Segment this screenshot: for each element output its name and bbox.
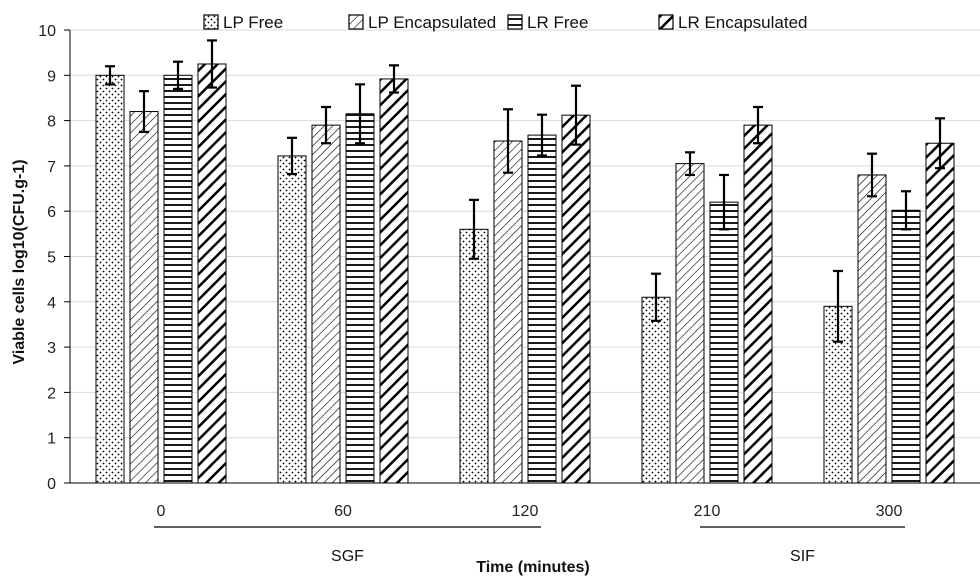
y-tick-label: 2 <box>47 385 56 402</box>
bar-lp-encapsulated <box>311 124 341 484</box>
y-tick-label: 10 <box>38 23 56 40</box>
y-tick-label: 8 <box>47 114 56 131</box>
x-tick-label: 300 <box>876 503 903 520</box>
x-tick-labels: 0 60 120 210 300 <box>157 503 903 520</box>
legend-label: LP Encapsulated <box>368 13 496 32</box>
legend: LP Free LP Encapsulated LR Free LR Encapsul… <box>203 13 807 32</box>
bar-lr-encapsulated <box>379 78 409 484</box>
bar-lp-free <box>459 228 489 484</box>
legend-label: LR Free <box>527 13 588 32</box>
y-tick-labels: 0 1 2 3 4 5 6 7 8 9 10 <box>38 23 56 493</box>
y-tick-label: 3 <box>47 340 56 357</box>
axes <box>64 29 980 484</box>
x-tick-label: 120 <box>512 503 539 520</box>
bar-lr-encapsulated <box>197 63 227 484</box>
bar-lr-free <box>163 74 193 484</box>
bar-lr-encapsulated <box>561 114 591 484</box>
y-tick-label: 6 <box>47 204 56 221</box>
bar-lp-encapsulated <box>675 163 705 484</box>
legend-swatch <box>658 14 674 30</box>
x-tick-label: 210 <box>694 503 721 520</box>
y-tick-label: 1 <box>47 431 56 448</box>
bar-lp-encapsulated <box>857 174 887 484</box>
bar-lr-free <box>345 113 375 484</box>
bar-lp-encapsulated <box>129 111 159 484</box>
legend-swatch <box>507 14 523 30</box>
bar-lr-free <box>709 201 739 484</box>
group-label: SIF <box>790 548 815 565</box>
bar-lr-free <box>891 209 921 484</box>
legend-swatch <box>348 14 364 30</box>
x-axis-title: Time (minutes) <box>476 559 590 576</box>
bar-lp-encapsulated <box>493 140 523 484</box>
error-bars <box>105 39 945 343</box>
x-tick-label: 60 <box>334 503 352 520</box>
y-axis-title: Viable cells log10(CFU.g-1) <box>11 159 28 364</box>
y-tick-label: 0 <box>47 476 56 493</box>
bar-lr-encapsulated <box>925 142 955 484</box>
x-tick-label: 0 <box>157 503 166 520</box>
bar-lr-encapsulated <box>743 124 773 484</box>
legend-swatch <box>203 14 219 30</box>
bar-lp-free <box>277 155 307 484</box>
bar-lp-free <box>95 74 125 484</box>
legend-label: LP Free <box>223 13 283 32</box>
bar-lp-free <box>641 296 671 484</box>
y-tick-label: 5 <box>47 250 56 267</box>
legend-label: LR Encapsulated <box>678 13 807 32</box>
y-tick-label: 7 <box>47 159 56 176</box>
group-label: SGF <box>331 548 364 565</box>
bar-lr-free <box>527 134 557 484</box>
y-tick-label: 4 <box>47 295 56 312</box>
group-brackets: SGF SIF <box>154 526 905 565</box>
bars <box>95 63 955 484</box>
y-tick-label: 9 <box>47 68 56 85</box>
